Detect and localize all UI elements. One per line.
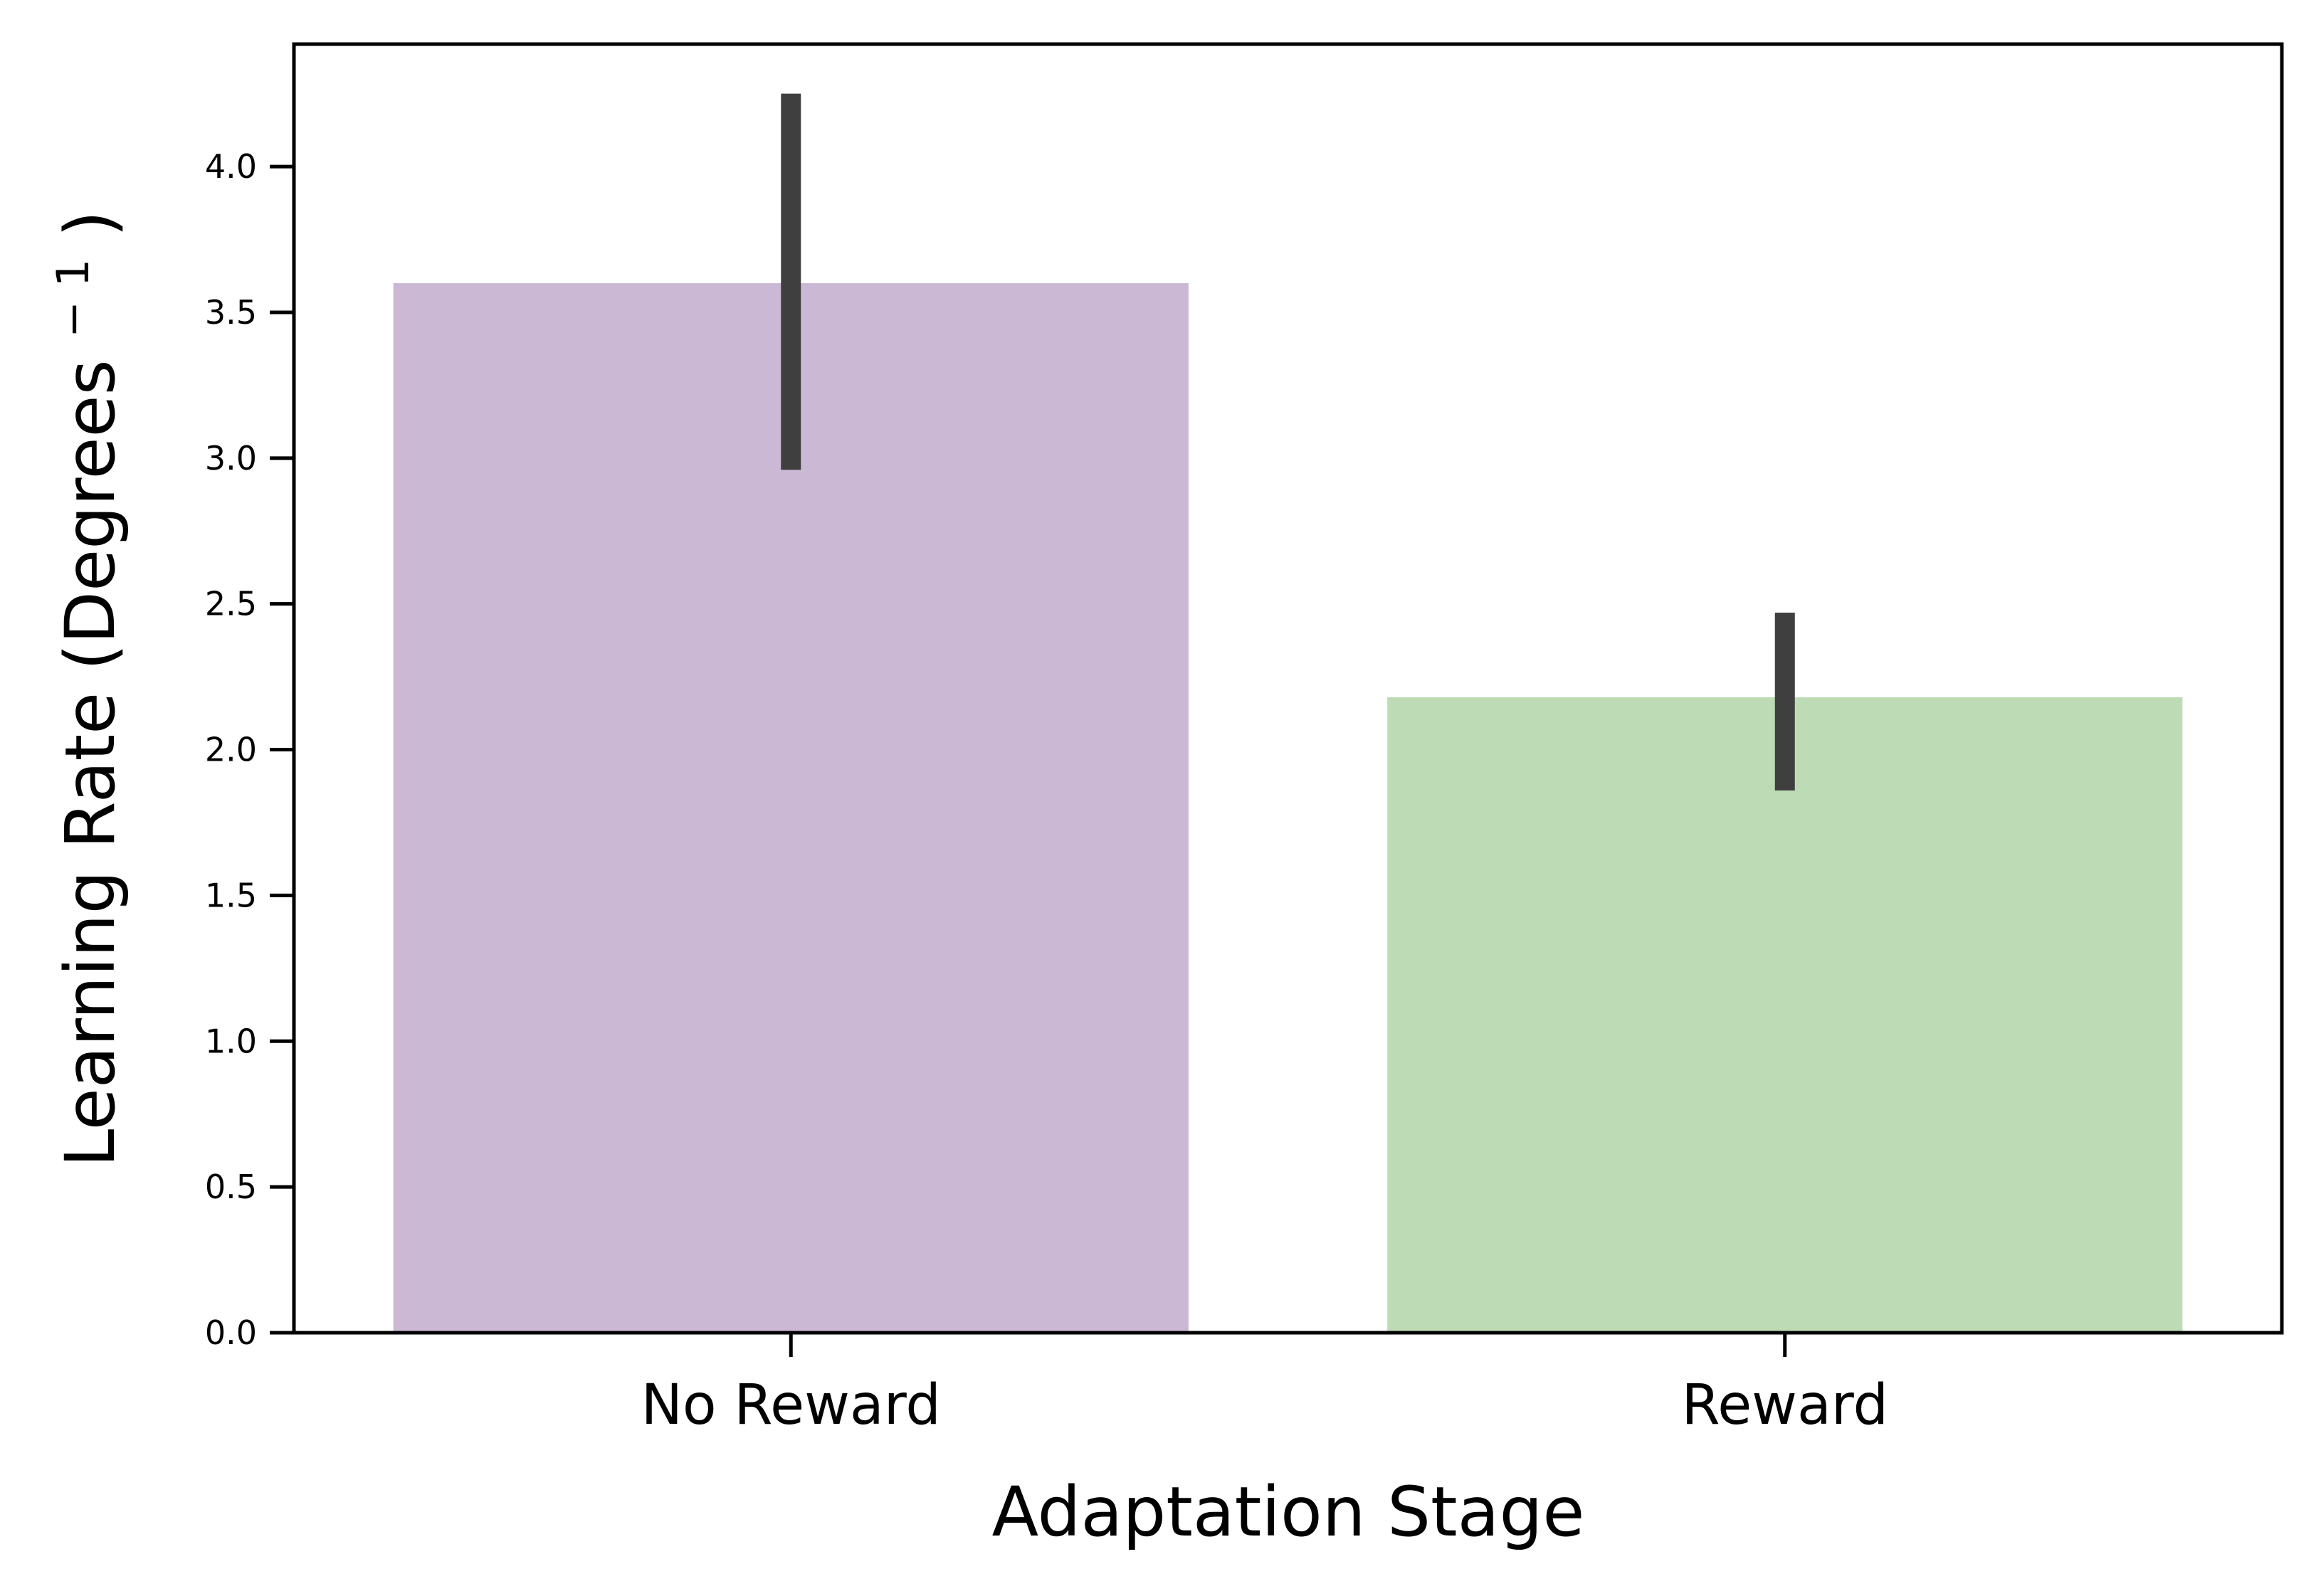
y-tick-label: 4.0 [205, 147, 257, 186]
y-tick-label: 3.5 [205, 293, 257, 332]
y-tick-label: 1.5 [205, 876, 257, 914]
bars-layer [393, 282, 2183, 1333]
x-tick-label: Reward [1682, 1373, 1888, 1437]
y-axis-title-main: Learning Rate (Degrees [51, 359, 130, 1167]
x-axis-ticks: No Reward Reward [641, 1333, 1888, 1437]
y-tick-label: 0.0 [205, 1314, 257, 1352]
y-tick-label: 2.5 [205, 585, 257, 623]
x-tick-label: No Reward [641, 1373, 941, 1437]
error-bars-layer [781, 93, 1795, 791]
y-tick-label: 1.0 [205, 1022, 257, 1060]
y-tick-label: 2.0 [205, 731, 257, 769]
y-axis-ticks: 0.0 0.5 1.0 1.5 2.0 2.5 3.0 3.5 4.0 [205, 147, 294, 1352]
y-tick-label: 3.0 [205, 439, 257, 477]
y-axis-title-exponent: − 1 [47, 259, 99, 338]
bar [1387, 697, 2183, 1333]
plot-frame [292, 42, 2284, 1335]
x-axis-title: Adaptation Stage [992, 1472, 1585, 1552]
y-tick-label: 0.5 [205, 1168, 257, 1206]
y-axis-title: Learning Rate (Degrees − 1 ) [25, 211, 130, 1167]
y-axis-title-close: ) [51, 211, 130, 237]
